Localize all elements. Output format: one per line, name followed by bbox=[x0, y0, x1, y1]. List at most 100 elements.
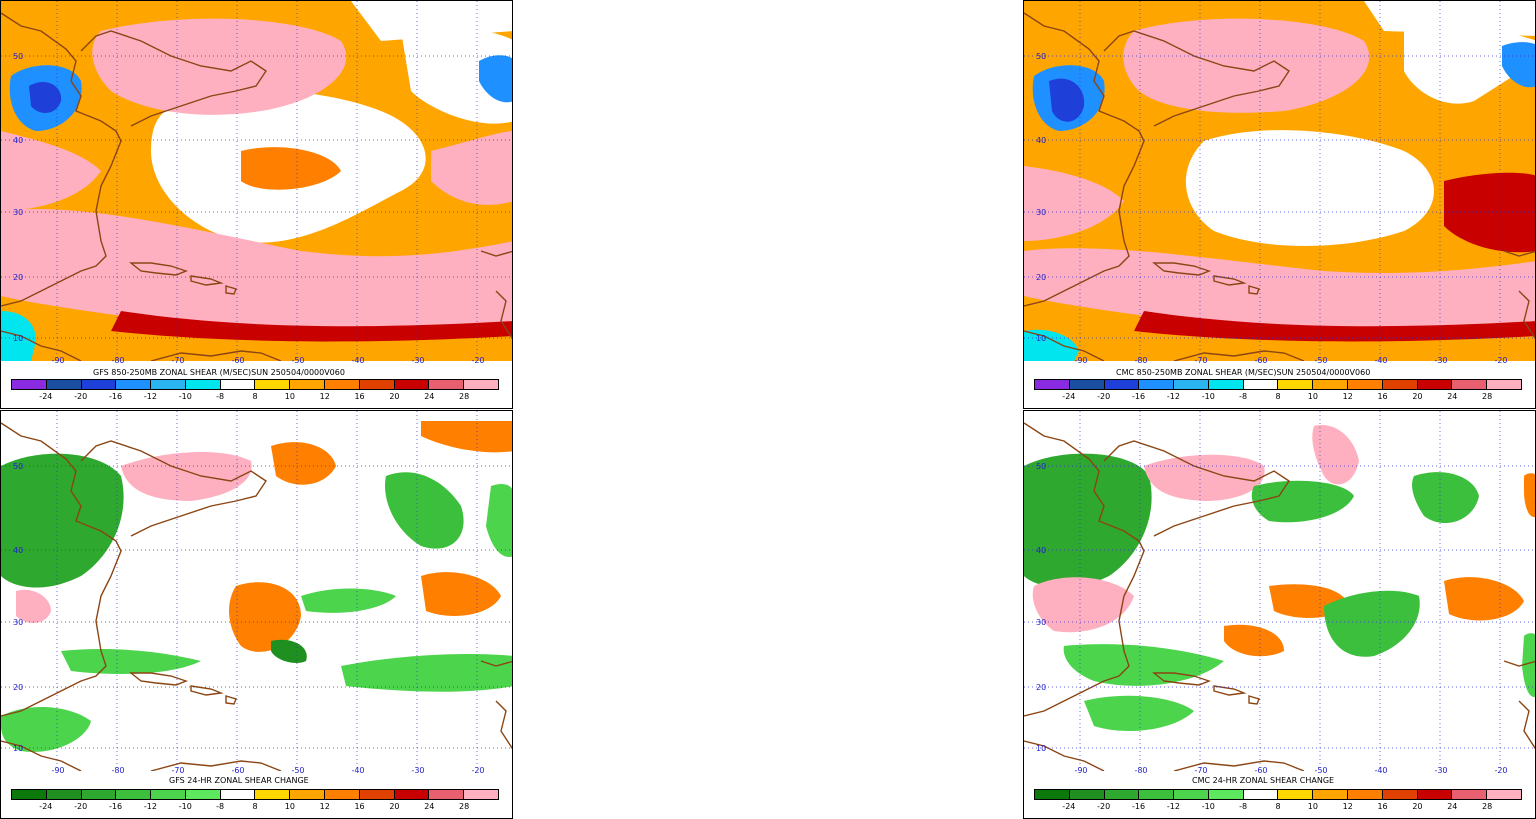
colorbar-swatch bbox=[290, 790, 326, 799]
colorbar-swatch bbox=[116, 380, 152, 389]
lon-label: -70 bbox=[171, 356, 184, 365]
lat-label: 50 bbox=[13, 462, 23, 471]
shear-region bbox=[1444, 577, 1524, 621]
colorbar-tick-label: 10 bbox=[1307, 392, 1318, 401]
colorbar-tick-label: 28 bbox=[459, 392, 470, 401]
gfs-shear-caption: GFS 850-250MB ZONAL SHEAR (M/SEC)SUN 250… bbox=[93, 368, 345, 377]
colorbar-tick-label: 24 bbox=[1447, 392, 1458, 401]
colorbar-swatch bbox=[1348, 790, 1383, 799]
lon-label: -60 bbox=[231, 356, 244, 365]
cmc-change-map: 50 40 30 20 10 -90 -80 -70 -60 -50 -40 -30 -20 bbox=[1024, 411, 1535, 775]
colorbar-swatch bbox=[151, 380, 186, 389]
shear-region bbox=[301, 588, 396, 613]
shear-region bbox=[421, 572, 501, 616]
coastline bbox=[1024, 12, 1535, 361]
shear-region bbox=[1024, 453, 1152, 588]
gfs-shear-field bbox=[1, 1, 512, 361]
lon-label: -70 bbox=[171, 766, 184, 775]
colorbar-swatch bbox=[1417, 380, 1453, 389]
colorbar-swatch bbox=[1243, 790, 1279, 799]
lon-label: -50 bbox=[291, 766, 304, 775]
colorbar-swatch bbox=[1069, 790, 1105, 799]
colorbar-tick-label: 24 bbox=[1447, 802, 1458, 811]
colorbar-tick-label: 24 bbox=[424, 392, 435, 401]
shear-region bbox=[1224, 624, 1284, 657]
colorbar-swatch bbox=[1104, 790, 1140, 799]
colorbar-swatch bbox=[255, 380, 291, 389]
lat-label: 40 bbox=[1036, 136, 1046, 145]
shear-region bbox=[1084, 695, 1194, 731]
cmc-shear-colorbar-labels: -24 -20 -16 -12 -10 -8 8 10 12 16 20 24 28 bbox=[1034, 392, 1522, 404]
shear-region bbox=[421, 421, 512, 453]
colorbar-swatch bbox=[1139, 380, 1175, 389]
lon-label: -90 bbox=[1074, 766, 1087, 775]
colorbar-swatch bbox=[1382, 790, 1418, 799]
colorbar-tick-label: 20 bbox=[389, 392, 400, 401]
shear-region bbox=[241, 147, 341, 190]
lat-label: 10 bbox=[1036, 744, 1046, 753]
lon-label: -60 bbox=[1254, 766, 1267, 775]
colorbar-tick-label: 28 bbox=[1482, 392, 1493, 401]
colorbar-tick-label: 12 bbox=[1342, 802, 1353, 811]
colorbar-tick-label: 28 bbox=[1482, 802, 1493, 811]
colorbar-swatch bbox=[46, 380, 82, 389]
colorbar-swatch bbox=[359, 380, 395, 389]
lat-label: 20 bbox=[13, 683, 23, 692]
colorbar-tick-label: -16 bbox=[109, 802, 123, 811]
colorbar-swatch bbox=[394, 380, 430, 389]
gfs-change-field bbox=[1, 411, 512, 771]
lon-label: -60 bbox=[231, 766, 244, 775]
lon-label: -70 bbox=[1194, 356, 1207, 365]
lat-label: 30 bbox=[13, 618, 23, 627]
cmc-shear-colorbar bbox=[1034, 379, 1522, 390]
colorbar-tick-label: 20 bbox=[1412, 392, 1423, 401]
colorbar-swatch bbox=[151, 790, 186, 799]
colorbar-tick-label: 12 bbox=[319, 392, 330, 401]
colorbar-swatch bbox=[325, 380, 360, 389]
shear-region bbox=[1185, 130, 1434, 246]
colorbar-tick-label: -8 bbox=[1239, 802, 1248, 811]
lat-label: 50 bbox=[1036, 52, 1046, 61]
colorbar-tick-label: 8 bbox=[1275, 802, 1281, 811]
shear-region bbox=[1063, 644, 1224, 686]
shear-region bbox=[341, 654, 512, 692]
shear-region bbox=[1024, 329, 1079, 361]
colorbar-tick-label: 8 bbox=[252, 802, 258, 811]
lat-label: 10 bbox=[13, 744, 23, 753]
shear-region bbox=[479, 55, 512, 103]
colorbar-tick-label: 8 bbox=[252, 392, 258, 401]
gfs-shear-colorbar-labels: -24 -20 -16 -12 -10 -8 8 10 12 16 20 24 28 bbox=[11, 392, 499, 404]
lat-label: 30 bbox=[1036, 618, 1046, 627]
colorbar-swatch bbox=[1452, 380, 1488, 389]
lon-label: -40 bbox=[351, 766, 364, 775]
gfs-shear-map: 50 40 30 20 10 -90 -80 -70 -60 -50 -40 -30 -20 bbox=[1, 1, 512, 365]
colorbar-tick-label: -20 bbox=[1097, 802, 1111, 811]
shear-region bbox=[1502, 42, 1535, 88]
colorbar-swatch bbox=[12, 380, 47, 389]
gfs-change-colorbar-labels: -24 -20 -16 -12 -10 -8 8 10 12 16 20 24 28 bbox=[11, 802, 499, 814]
colorbar-swatch bbox=[1313, 380, 1349, 389]
colorbar-tick-label: -10 bbox=[178, 392, 192, 401]
colorbar-swatch bbox=[220, 790, 256, 799]
lon-label: -30 bbox=[411, 766, 424, 775]
colorbar-swatch bbox=[12, 790, 47, 799]
gfs-change-panel: 50 40 30 20 10 -90 -80 -70 -60 -50 -40 -30 -20 GFS 2… bbox=[0, 410, 513, 819]
colorbar-tick-label: 16 bbox=[354, 392, 365, 401]
colorbar-tick-label: 28 bbox=[459, 802, 470, 811]
colorbar-swatch bbox=[1382, 380, 1418, 389]
colorbar-swatch bbox=[464, 380, 498, 389]
colorbar-swatch bbox=[1487, 380, 1521, 389]
colorbar-tick-label: -16 bbox=[1132, 392, 1146, 401]
lon-label: -80 bbox=[111, 766, 124, 775]
colorbar-swatch bbox=[1208, 380, 1244, 389]
colorbar-swatch bbox=[1452, 790, 1488, 799]
shear-region bbox=[1312, 425, 1359, 485]
lon-label: -20 bbox=[471, 766, 484, 775]
coastline bbox=[1, 12, 512, 361]
lon-label: -60 bbox=[1254, 356, 1267, 365]
lon-label: -20 bbox=[471, 356, 484, 365]
lat-label: 20 bbox=[1036, 683, 1046, 692]
lat-label: 30 bbox=[13, 208, 23, 217]
colorbar-tick-label: -20 bbox=[74, 802, 88, 811]
cmc-change-colorbar bbox=[1034, 789, 1522, 800]
